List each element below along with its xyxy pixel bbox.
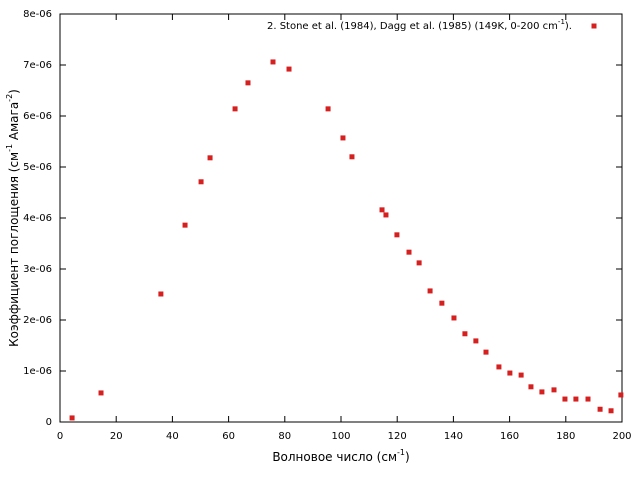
legend-text: ). (565, 21, 572, 32)
legend-text: 2. Stone et al. (1984), Dagg et al. (198… (267, 21, 558, 32)
x-label-text: Волновое число (см (272, 450, 397, 464)
point (340, 135, 346, 141)
legend-marker (591, 23, 597, 29)
point (462, 331, 468, 337)
point (451, 315, 457, 321)
point (379, 207, 385, 213)
point (473, 338, 479, 344)
y-label-sup: -2 (5, 94, 14, 102)
y-label-text: ) (7, 89, 21, 94)
x-label-text: ) (405, 450, 410, 464)
x-tick-label: 40 (166, 431, 179, 442)
x-tick-label: 80 (278, 431, 291, 442)
point (551, 387, 557, 393)
x-tick-label: 120 (388, 431, 407, 442)
x-tick-label: 160 (500, 431, 519, 442)
x-tick-label: 20 (110, 431, 123, 442)
point (539, 389, 545, 395)
x-tick-label: 100 (331, 431, 350, 442)
point (286, 66, 292, 72)
point (158, 291, 164, 297)
point (325, 106, 331, 112)
point (406, 249, 412, 255)
point (69, 415, 75, 421)
legend-sup: -1 (558, 18, 565, 26)
plot-frame (59, 13, 623, 423)
legend-label: 2. Stone et al. (1984), Dagg et al. (198… (267, 18, 572, 32)
point (585, 396, 591, 402)
point (427, 288, 433, 294)
x-tick-label: 60 (222, 431, 235, 442)
point (562, 396, 568, 402)
x-tick-label: 0 (57, 431, 63, 442)
point (207, 155, 213, 161)
y-axis-label: Коэффициент поглощения (см-1 Амага-2) (5, 89, 21, 347)
point (416, 260, 422, 266)
point (518, 372, 524, 378)
y-label-sup: -1 (5, 144, 14, 152)
point (349, 154, 355, 160)
y-tick-label: 5e-06 (23, 162, 52, 173)
point (573, 396, 579, 402)
x-tick-label: 140 (444, 431, 463, 442)
point (483, 349, 489, 355)
point (198, 179, 204, 185)
point (182, 222, 188, 228)
y-tick-label: 1e-06 (23, 366, 52, 377)
y-tick-label: 0 (46, 417, 52, 428)
point (528, 384, 534, 390)
point (98, 390, 104, 396)
point (507, 370, 513, 376)
x-tick-label: 200 (612, 431, 631, 442)
point (383, 212, 389, 218)
y-tick-label: 7e-06 (23, 60, 52, 71)
y-tick-label: 4e-06 (23, 213, 52, 224)
y-label-text: Коэффициент поглощения (см (7, 152, 21, 347)
y-tick-label: 2e-06 (23, 315, 52, 326)
point (439, 300, 445, 306)
y-label-text: Амага (7, 102, 21, 144)
x-label-sup: -1 (397, 448, 405, 457)
point (232, 106, 238, 112)
y-tick-label: 3e-06 (23, 264, 52, 275)
point (270, 59, 276, 65)
x-axis-label: Волновое число (см-1) (272, 448, 409, 464)
point (394, 232, 400, 238)
point (496, 364, 502, 370)
point (608, 408, 614, 414)
point (618, 392, 624, 398)
point (597, 406, 603, 412)
y-tick-label: 6e-06 (23, 111, 52, 122)
x-tick-label: 180 (556, 431, 575, 442)
y-tick-label: 8e-06 (23, 9, 52, 20)
point (245, 80, 251, 86)
